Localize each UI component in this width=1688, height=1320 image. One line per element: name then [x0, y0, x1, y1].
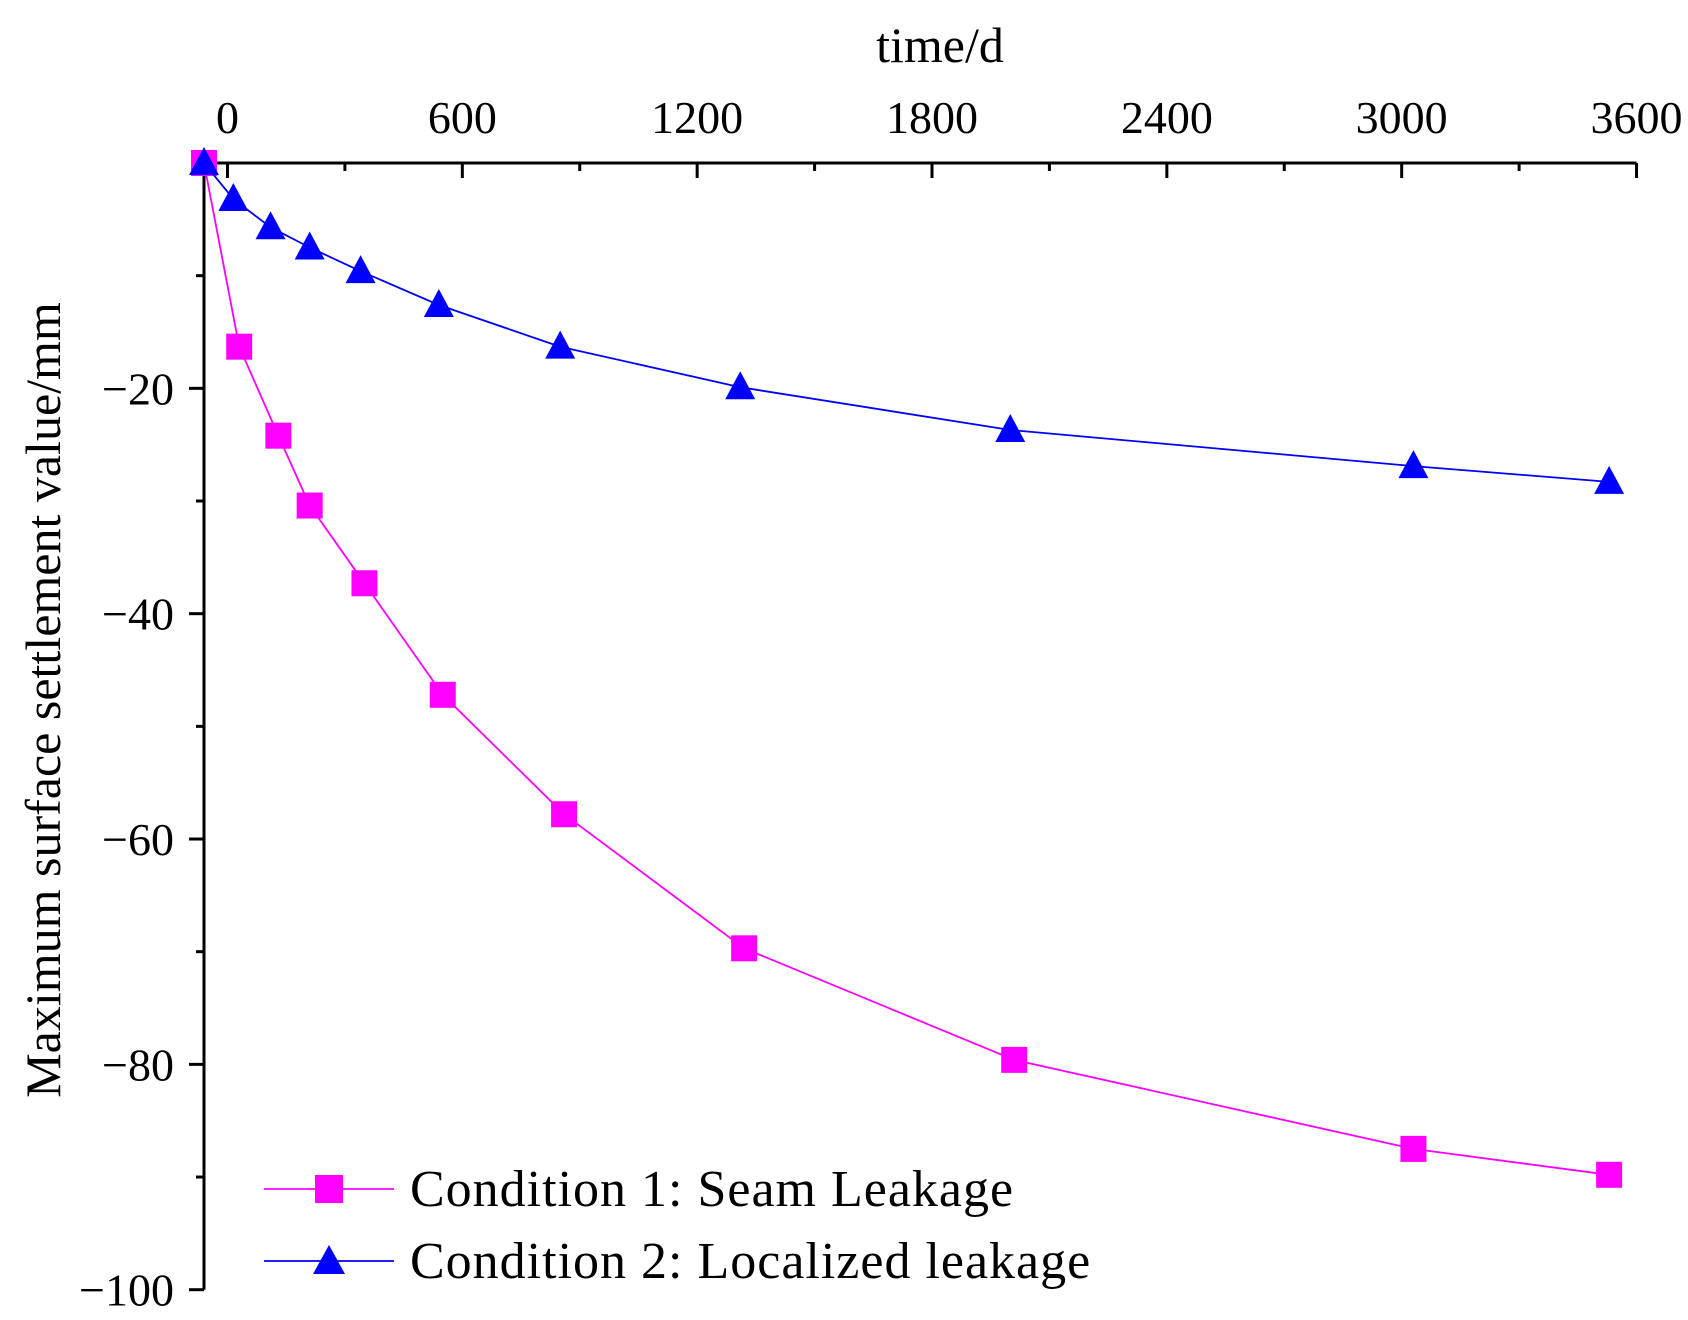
plot-area	[189, 147, 1625, 1188]
x-tick-label: 0	[216, 92, 239, 143]
data-point-square	[265, 422, 292, 449]
data-point-triangle	[423, 288, 454, 317]
series-line	[203, 162, 1610, 483]
y-tick-label: −40	[102, 589, 174, 640]
data-point-square	[351, 570, 378, 597]
data-point-square	[429, 681, 456, 708]
data-point-triangle	[218, 183, 249, 212]
x-axis-title: time/d	[876, 17, 1004, 73]
x-tick-label: 1800	[886, 92, 978, 143]
y-tick-label: −100	[79, 1265, 174, 1316]
y-tick-label: −80	[102, 1039, 174, 1090]
series-1	[191, 150, 1623, 1188]
data-point-triangle	[189, 147, 219, 175]
legend: Condition 1: Seam Leakage Condition 2: L…	[264, 1161, 1091, 1290]
data-point-square	[226, 333, 253, 360]
series-2	[189, 147, 1625, 494]
data-point-square	[731, 935, 758, 962]
y-tick-label: −20	[102, 363, 174, 414]
data-point-triangle	[1398, 450, 1429, 479]
x-tick-label: 2400	[1121, 92, 1213, 143]
legend-label-condition-2: Condition 2: Localized leakage	[410, 1233, 1091, 1290]
data-point-triangle	[255, 211, 286, 240]
series-line	[203, 162, 1610, 1176]
x-tick-label: 3000	[1356, 92, 1448, 143]
legend-marker-triangle	[313, 1245, 345, 1274]
data-point-square	[1596, 1161, 1623, 1188]
data-point-triangle	[725, 371, 756, 400]
x-tick-label: 3600	[1591, 92, 1683, 143]
legend-marker-square	[315, 1175, 343, 1203]
data-point-triangle	[995, 414, 1026, 443]
x-tick-label: 600	[428, 92, 497, 143]
data-point-triangle	[545, 330, 576, 359]
x-tick-label: 1200	[651, 92, 743, 143]
axes: 0 600 1200 1800 2400 3000 3600 −20 −40 −60 −80 −100	[79, 92, 1682, 1316]
data-point-square	[296, 492, 323, 519]
data-point-square	[1001, 1046, 1028, 1073]
y-axis-title: Maximum surface settlement value/mm	[15, 302, 71, 1098]
data-point-triangle	[1594, 465, 1625, 494]
data-point-triangle	[294, 231, 325, 260]
y-tick-label: −60	[102, 814, 174, 865]
legend-label-condition-1: Condition 1: Seam Leakage	[410, 1161, 1014, 1218]
data-point-square	[1400, 1135, 1427, 1162]
data-point-square	[551, 801, 578, 828]
data-point-triangle	[345, 255, 376, 284]
